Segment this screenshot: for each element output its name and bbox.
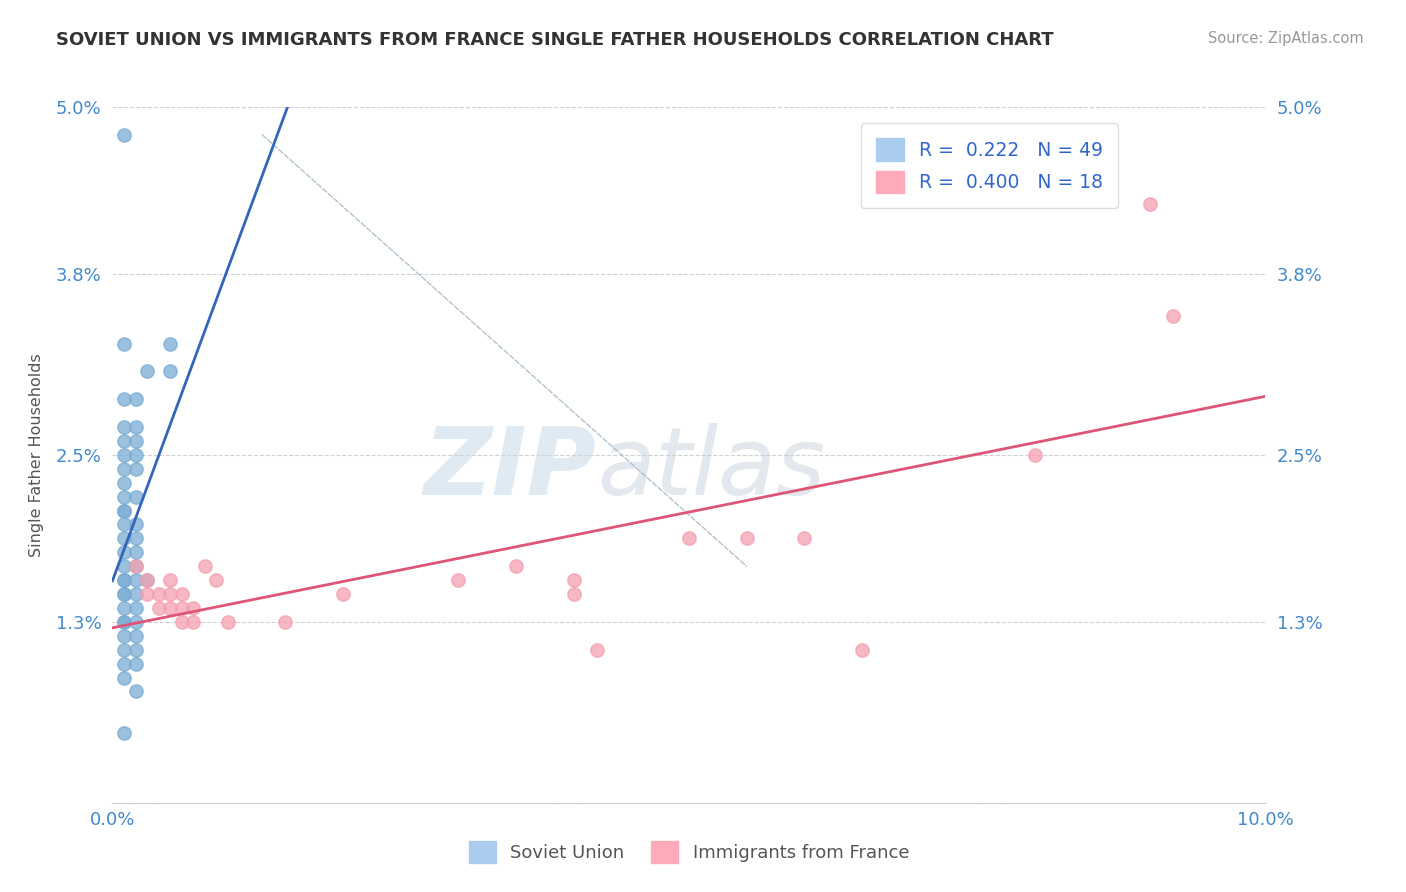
Point [505, 559, 527, 574]
Point [148, 587, 170, 601]
Point [205, 573, 228, 587]
Point [124, 642, 146, 657]
Point [124, 545, 146, 559]
Text: atlas: atlas [596, 424, 825, 515]
Point [159, 364, 181, 378]
Point [124, 392, 146, 407]
Point [112, 128, 135, 142]
Point [112, 475, 135, 490]
Point [793, 532, 815, 546]
Point [124, 615, 146, 629]
Point [112, 336, 135, 351]
Point [124, 629, 146, 643]
Point [124, 657, 146, 671]
Point [112, 671, 135, 685]
Point [159, 573, 181, 587]
Point [124, 559, 146, 574]
Text: Source: ZipAtlas.com: Source: ZipAtlas.com [1208, 31, 1364, 46]
Point [274, 615, 297, 629]
Point [136, 587, 159, 601]
Point [112, 615, 135, 629]
Point [112, 559, 135, 574]
Point [112, 615, 135, 629]
Point [159, 587, 181, 601]
Point [1024, 448, 1046, 462]
Y-axis label: Single Father Households: Single Father Households [30, 353, 45, 557]
Point [112, 587, 135, 601]
Point [136, 573, 159, 587]
Point [112, 532, 135, 546]
Point [124, 448, 146, 462]
Point [112, 503, 135, 517]
Point [585, 642, 607, 657]
Point [112, 490, 135, 504]
Point [124, 601, 146, 615]
Point [170, 615, 193, 629]
Point [159, 601, 181, 615]
Point [124, 517, 146, 532]
Point [332, 587, 354, 601]
Point [112, 462, 135, 476]
Point [181, 601, 204, 615]
Point [124, 559, 146, 574]
Point [562, 587, 585, 601]
Point [124, 462, 146, 476]
Text: SOVIET UNION VS IMMIGRANTS FROM FRANCE SINGLE FATHER HOUSEHOLDS CORRELATION CHAR: SOVIET UNION VS IMMIGRANTS FROM FRANCE S… [56, 31, 1054, 49]
Point [124, 532, 146, 546]
Point [1139, 197, 1161, 211]
Point [124, 420, 146, 434]
Point [112, 434, 135, 448]
Point [112, 573, 135, 587]
Point [159, 336, 181, 351]
Point [170, 601, 193, 615]
Point [112, 657, 135, 671]
Point [112, 545, 135, 559]
Point [112, 642, 135, 657]
Point [181, 615, 204, 629]
Point [124, 573, 146, 587]
Point [678, 532, 700, 546]
Point [217, 615, 239, 629]
Legend: Soviet Union, Immigrants from France: Soviet Union, Immigrants from France [461, 834, 917, 871]
Point [124, 684, 146, 698]
Point [112, 503, 135, 517]
Point [447, 573, 470, 587]
Point [735, 532, 758, 546]
Point [562, 573, 585, 587]
Point [112, 573, 135, 587]
Point [112, 420, 135, 434]
Point [136, 573, 159, 587]
Point [112, 601, 135, 615]
Text: ZIP: ZIP [423, 423, 596, 515]
Point [170, 587, 193, 601]
Point [194, 559, 217, 574]
Point [148, 601, 170, 615]
Point [124, 434, 146, 448]
Point [112, 448, 135, 462]
Point [112, 726, 135, 740]
Point [851, 642, 873, 657]
Point [136, 364, 159, 378]
Point [112, 517, 135, 532]
Point [124, 490, 146, 504]
Point [112, 629, 135, 643]
Point [112, 392, 135, 407]
Point [124, 587, 146, 601]
Point [1161, 309, 1184, 323]
Point [112, 587, 135, 601]
